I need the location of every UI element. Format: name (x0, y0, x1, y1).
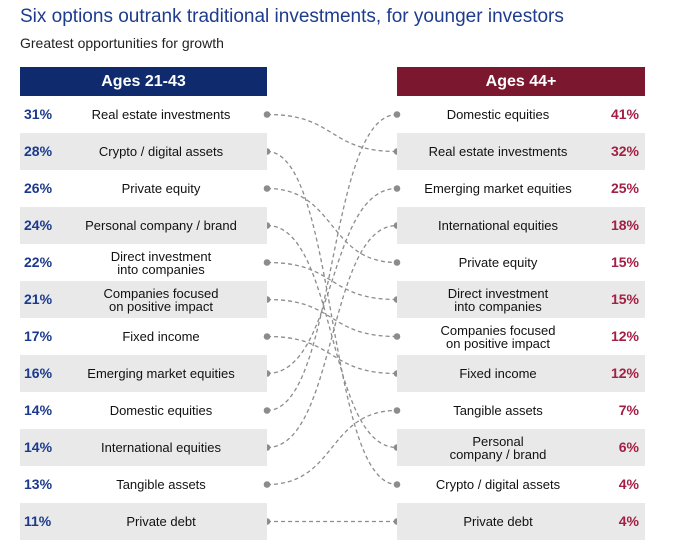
right-category-label: Fixed income (459, 366, 537, 381)
right-value-label: 12% (610, 328, 639, 344)
right-connector-dot (393, 259, 401, 266)
right-category-label: Crypto / digital assets (435, 477, 561, 492)
left-category-label: Domestic equities (109, 403, 213, 418)
right-category-label: Direct investment into companies (447, 285, 549, 314)
right-value-label: 15% (610, 291, 639, 307)
right-category-label: International equities (438, 218, 558, 233)
left-category-label: Private debt (126, 514, 196, 529)
right-row: 7% Tangible assets (397, 392, 645, 429)
chart-subtitle: Greatest opportunities for growth (20, 35, 224, 51)
right-value-label: 12% (610, 365, 639, 381)
connector-line (266, 409, 398, 486)
connector-line (266, 335, 398, 375)
right-value-label: 6% (618, 439, 639, 455)
left-row: 11% Private debt (20, 503, 267, 540)
right-row: 6% Personal company / brand (397, 429, 645, 466)
right-row: 4% Private debt (397, 503, 645, 540)
left-value-label: 22% (24, 254, 53, 270)
left-category-label: Tangible assets (116, 477, 206, 492)
left-connector-dot (263, 185, 271, 192)
left-value-label: 14% (24, 439, 53, 455)
left-row: 26% Private equity (20, 170, 267, 207)
right-category-label: Companies focused on positive impact (440, 322, 556, 351)
left-connector-dot (263, 111, 271, 118)
left-connector-dot (263, 407, 271, 414)
right-row: 4% Crypto / digital assets (397, 466, 645, 503)
left-row: 16% Emerging market equities (20, 355, 267, 392)
left-value-label: 28% (24, 143, 53, 159)
left-row: 13% Tangible assets (20, 466, 267, 503)
connector-line (266, 113, 398, 153)
connector-line (266, 187, 398, 375)
connector-line (266, 298, 398, 338)
right-column-header: Ages 44+ (397, 67, 645, 96)
left-value-label: 17% (24, 328, 53, 344)
right-category-label: Domestic equities (446, 107, 550, 122)
left-row: 21% Companies focused on positive impact (20, 281, 267, 318)
left-category-label: Fixed income (122, 329, 200, 344)
left-category-label: Personal company / brand (85, 218, 237, 233)
right-value-label: 7% (618, 402, 639, 418)
left-row: 14% International equities (20, 429, 267, 466)
left-category-label: Private equity (121, 181, 201, 196)
right-value-label: 4% (618, 513, 639, 529)
left-row: 31% Real estate investments (20, 96, 267, 133)
right-row: 41% Domestic equities (397, 96, 645, 133)
right-row: 15% Private equity (397, 244, 645, 281)
right-row: 32% Real estate investments (397, 133, 645, 170)
left-row: 22% Direct investment into companies (20, 244, 267, 281)
connector-line (266, 187, 398, 264)
chart-title: Six options outrank traditional investme… (20, 6, 564, 27)
connector-line (266, 224, 398, 449)
right-row: 25% Emerging market equities (397, 170, 645, 207)
right-category-label: Personal company / brand (449, 433, 547, 462)
left-row: 28% Crypto / digital assets (20, 133, 267, 170)
right-connector-dot (393, 333, 401, 340)
left-category-label: Crypto / digital assets (98, 144, 224, 159)
left-connector-dot (263, 333, 271, 340)
left-column-header: Ages 21-43 (20, 67, 267, 96)
right-connector-dot (393, 185, 401, 192)
connector-line (266, 113, 398, 412)
right-category-label: Real estate investments (428, 144, 568, 159)
left-value-label: 11% (24, 513, 52, 529)
right-category-label: Private debt (463, 514, 533, 529)
left-value-label: 31% (24, 106, 53, 122)
left-value-label: 21% (24, 291, 53, 307)
left-category-label: International equities (101, 440, 221, 455)
right-connector-dot (393, 407, 401, 414)
left-value-label: 14% (24, 402, 53, 418)
left-category-label: Emerging market equities (87, 366, 235, 381)
left-category-label: Real estate investments (91, 107, 231, 122)
left-value-label: 24% (24, 217, 53, 233)
left-value-label: 13% (24, 476, 53, 492)
right-row: 15% Direct investment into companies (397, 281, 645, 318)
right-connector-dot (393, 481, 401, 488)
right-value-label: 25% (610, 180, 639, 196)
connector-line (266, 261, 398, 301)
left-value-label: 16% (24, 365, 53, 381)
right-connector-dot (393, 111, 401, 118)
right-value-label: 32% (610, 143, 639, 159)
left-connector-dot (263, 259, 271, 266)
right-row: 18% International equities (397, 207, 645, 244)
left-row: 14% Domestic equities (20, 392, 267, 429)
right-row: 12% Fixed income (397, 355, 645, 392)
right-value-label: 18% (610, 217, 639, 233)
left-connector-dot (263, 481, 271, 488)
right-category-label: Tangible assets (453, 403, 543, 418)
left-category-label: Direct investment into companies (110, 248, 212, 277)
connector-line (266, 150, 398, 486)
right-category-label: Emerging market equities (424, 181, 572, 196)
left-category-label: Companies focused on positive impact (103, 285, 219, 314)
left-value-label: 26% (24, 180, 53, 196)
left-row: 17% Fixed income (20, 318, 267, 355)
right-value-label: 15% (610, 254, 639, 270)
right-category-label: Private equity (458, 255, 538, 270)
right-value-label: 41% (610, 106, 639, 122)
right-row: 12% Companies focused on positive impact (397, 318, 645, 355)
left-row: 24% Personal company / brand (20, 207, 267, 244)
right-value-label: 4% (618, 476, 639, 492)
